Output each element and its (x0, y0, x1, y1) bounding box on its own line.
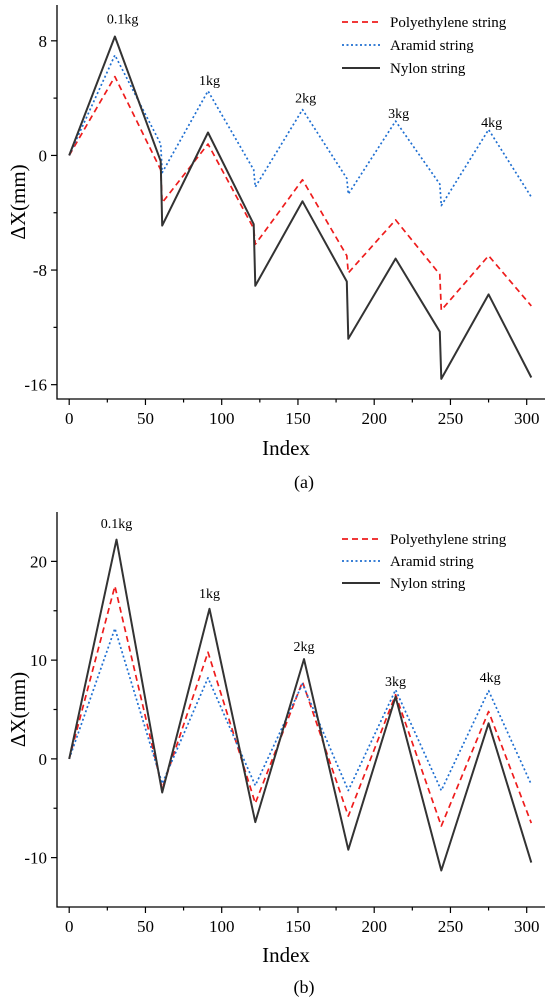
panel-b-x-axis-title: Index (262, 943, 310, 967)
panel-b-legend-label: Aramid string (390, 554, 474, 570)
panel-b-y-tick-label: 0 (39, 750, 48, 769)
panel-a-series-polyethylene-string-line (68, 75, 532, 312)
panel-a-label: (a) (294, 472, 314, 493)
panel-b-load-annotation: 2kg (294, 640, 315, 655)
panel-a-legend-label: Nylon string (390, 61, 466, 77)
panel-b-load-annotation: 4kg (480, 671, 501, 686)
panel-a-legend-label: Polyethylene string (390, 15, 507, 31)
panel-a-legend-label: Aramid string (390, 38, 474, 54)
panel-a-x-tick-label: 200 (361, 409, 387, 428)
panel-b-x-tick-label: 100 (209, 917, 235, 936)
panel-a-x-tick-label: 300 (514, 409, 540, 428)
panel-b-x-tick-label: 200 (361, 917, 387, 936)
panel-b-x-tick-label: 150 (285, 917, 311, 936)
panel-b-y-axis-title: ΔX(mm) (6, 672, 30, 747)
panel-a-y-tick-label: -16 (24, 376, 47, 395)
panel-a-y-axis-title: ΔX(mm) (6, 164, 30, 239)
panel-b-legend: Polyethylene string Aramid string Nylon st… (342, 532, 507, 592)
panel-a-y-tick-label: -8 (33, 261, 47, 280)
panel-b-legend-label: Nylon string (390, 576, 466, 592)
panel-a-load-annotation: 1kg (199, 74, 220, 89)
panel-a-load-annotation: 2kg (295, 91, 316, 106)
panel-a-y-tick-label: 0 (39, 146, 48, 165)
panel-b-y-tick-label: 20 (30, 552, 47, 571)
panel-a-x-tick-label: 50 (137, 409, 154, 428)
panel-b-y-tick-label: 10 (30, 651, 47, 670)
panel-a-y-tick-label: 8 (39, 32, 48, 51)
panel-b-chart: 0 50 100 150 200 250 300 -10 0 10 20 Index ΔX(mm) 0.1… (6, 512, 545, 998)
panel-a-x-tick-label: 0 (65, 409, 74, 428)
panel-b-load-annotation: 3kg (385, 675, 406, 690)
panel-b-x-tick-label: 50 (137, 917, 154, 936)
panel-a-x-tick-label: 100 (209, 409, 235, 428)
panel-b-axes (56, 512, 545, 908)
panel-a-series-aramid-string-line (68, 54, 533, 207)
panel-b-y-tick-label: -10 (24, 849, 47, 868)
panel-a-x-tick-label: 250 (438, 409, 464, 428)
panel-a-legend: Polyethylene string Aramid string Nylon st… (342, 15, 507, 77)
panel-a-load-annotation: 0.1kg (107, 13, 139, 28)
panel-a-x-axis-title: Index (262, 436, 310, 460)
panel-b-series-polyethylene-string-line (68, 585, 533, 827)
panel-b-x-tick-label: 250 (438, 917, 464, 936)
panel-a-load-annotation: 3kg (388, 107, 409, 122)
panel-b-series-nylon-string-line (68, 538, 533, 872)
panel-a-load-annotation: 4kg (481, 116, 502, 131)
panel-b-x-tick-label: 300 (514, 917, 540, 936)
panel-a-chart: 0 50 100 150 200 250 300 -16 -8 0 8 Index ΔX(mm) 0.1k… (6, 5, 545, 493)
panel-b-load-annotation: 0.1kg (101, 517, 133, 532)
panel-b-legend-label: Polyethylene string (390, 532, 507, 548)
panel-b-series-aramid-string-line (68, 627, 533, 792)
panel-a-axes (56, 5, 545, 400)
panel-a-series-nylon-string-line (68, 35, 533, 380)
panel-b-label: (b) (294, 977, 315, 998)
panel-b-x-tick-label: 0 (65, 917, 74, 936)
panel-a-x-tick-label: 150 (285, 409, 311, 428)
panel-b-load-annotation: 1kg (199, 587, 220, 602)
